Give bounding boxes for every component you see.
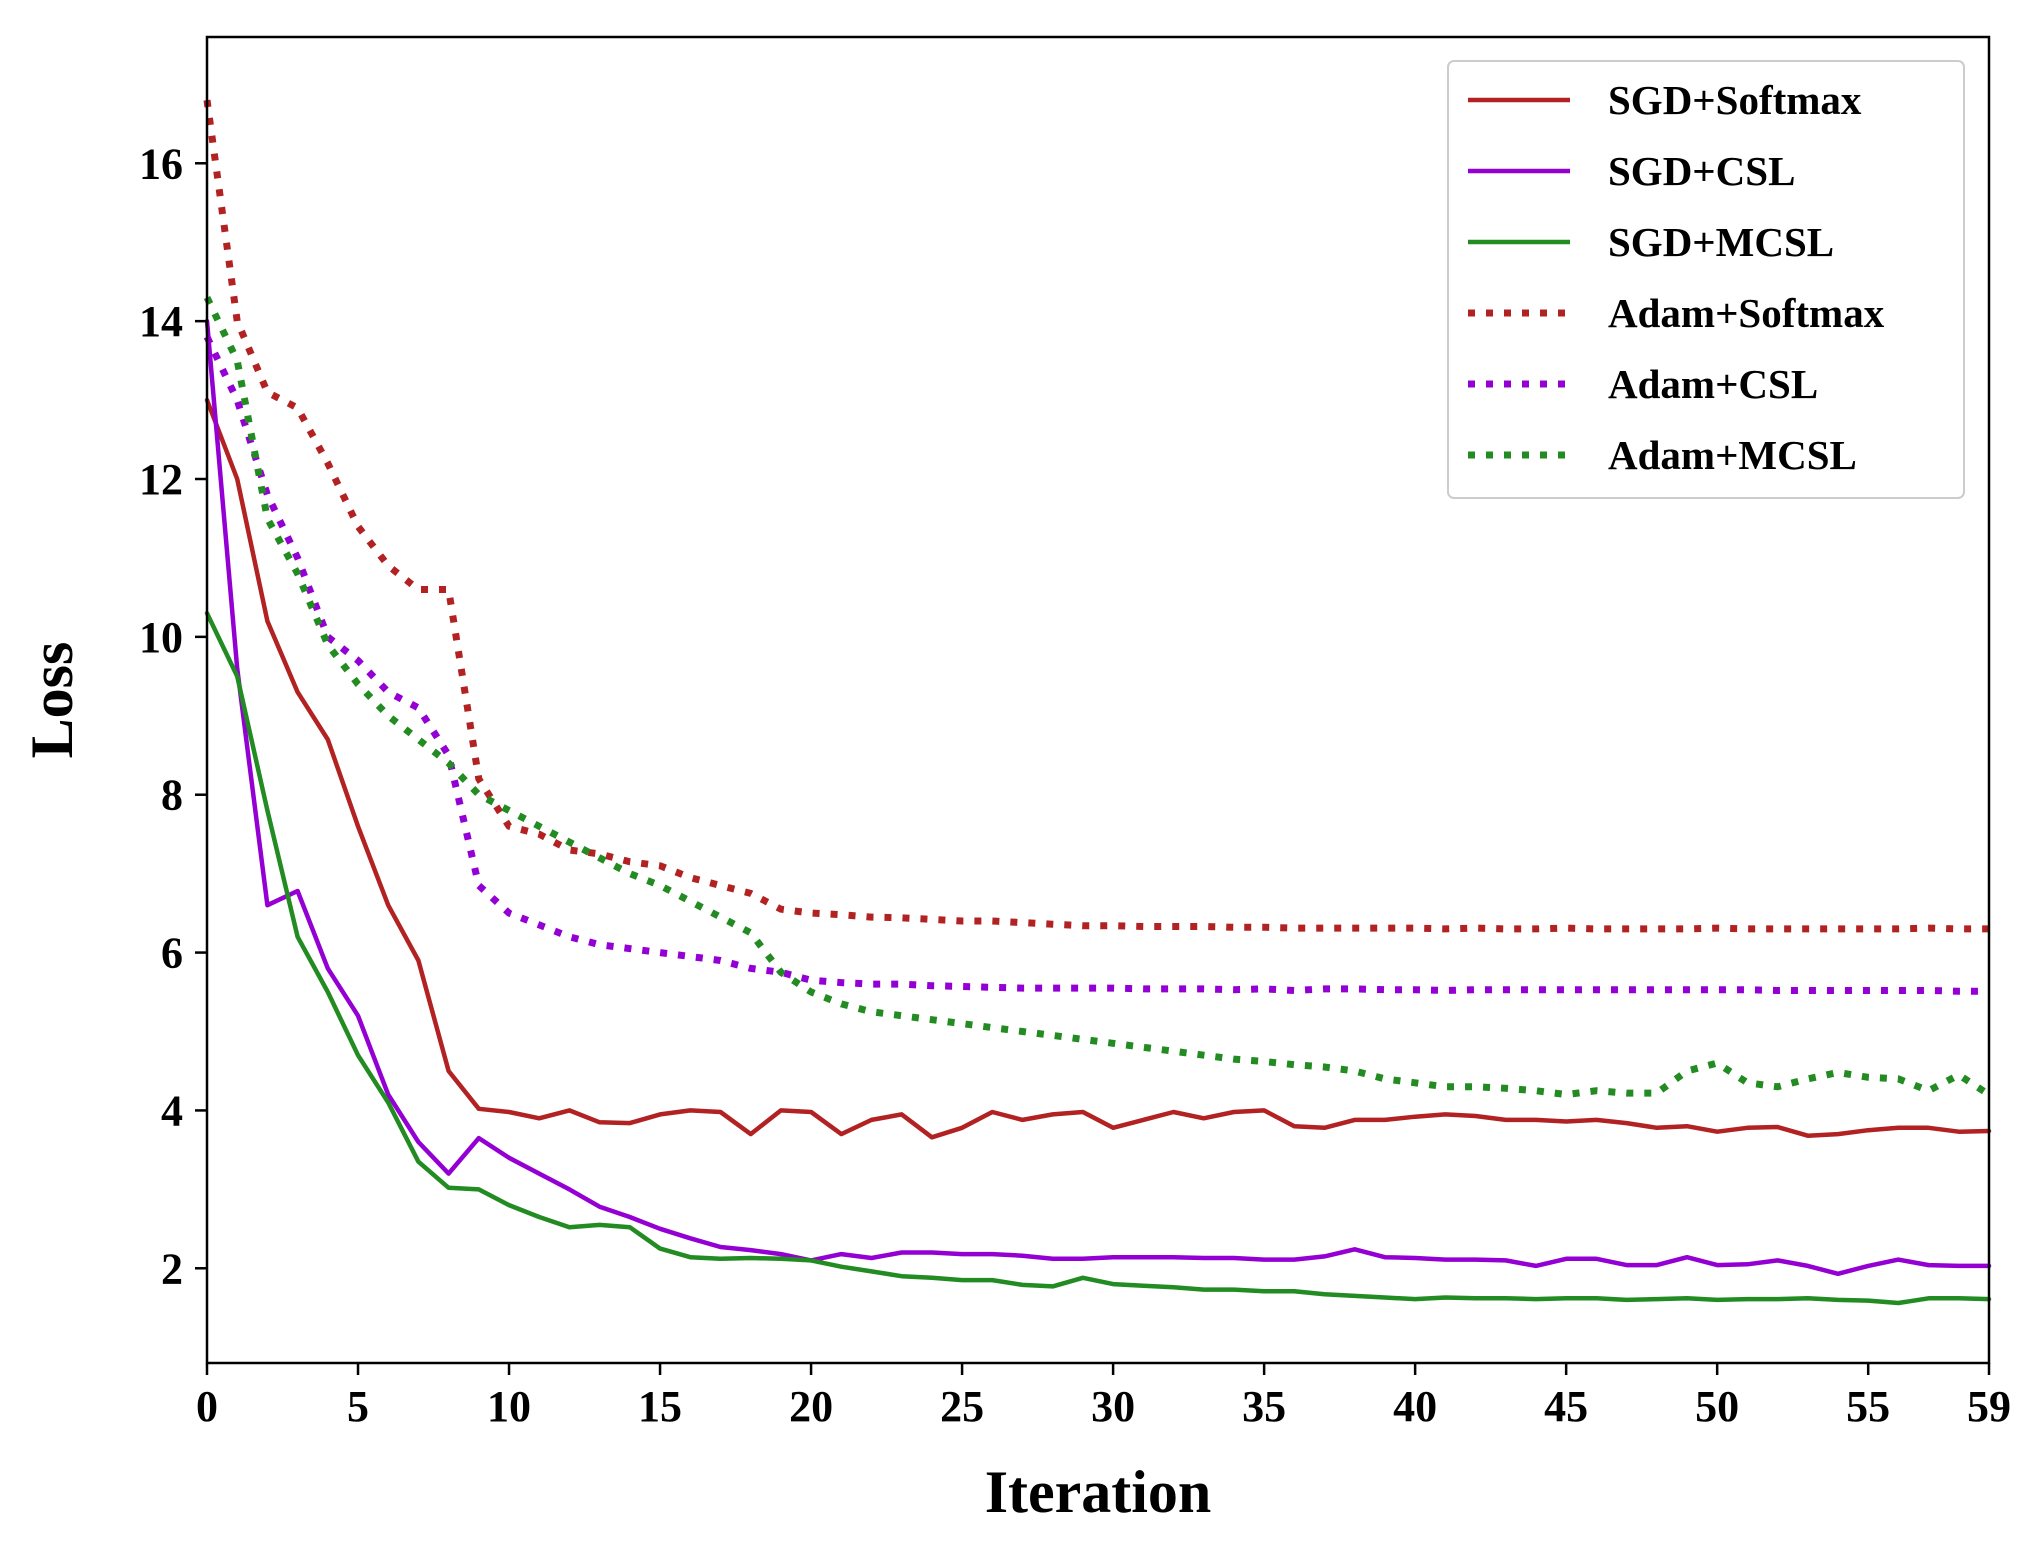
x-tick-label: 20 bbox=[789, 1382, 833, 1431]
series-line-adam-mcsl bbox=[203, 295, 1991, 1099]
x-tick-label: 40 bbox=[1393, 1382, 1437, 1431]
legend-label-adam-mcsl: Adam+MCSL bbox=[1608, 432, 1857, 478]
x-tick-label: 59 bbox=[1967, 1382, 2011, 1431]
y-tick-label: 4 bbox=[161, 1086, 183, 1135]
y-tick-label: 8 bbox=[161, 771, 183, 820]
series-line-sgd-softmax bbox=[204, 397, 1992, 1140]
legend-label-adam-softmax: Adam+Softmax bbox=[1608, 290, 1885, 336]
x-tick-label: 50 bbox=[1695, 1382, 1739, 1431]
x-tick-label: 15 bbox=[638, 1382, 682, 1431]
x-axis: 0 5 10 15 20 25 30 35 40 45 50 55 59 bbox=[196, 1363, 2011, 1431]
legend-label-sgd-softmax: SGD+Softmax bbox=[1608, 77, 1862, 123]
y-axis-title: Loss bbox=[19, 642, 85, 759]
y-tick-label: 6 bbox=[161, 929, 183, 978]
y-tick-label: 16 bbox=[139, 139, 183, 188]
x-tick-label: 55 bbox=[1846, 1382, 1890, 1431]
y-axis: 2 4 6 8 10 12 14 16 bbox=[139, 139, 207, 1293]
legend-box bbox=[1447, 60, 1965, 499]
legend-label-sgd-mcsl: SGD+MCSL bbox=[1608, 219, 1834, 265]
x-tick-label: 30 bbox=[1091, 1382, 1135, 1431]
x-tick-label: 35 bbox=[1242, 1382, 1286, 1431]
legend-label-sgd-csl: SGD+CSL bbox=[1608, 148, 1795, 194]
y-tick-label: 10 bbox=[139, 613, 183, 662]
x-axis-title: Iteration bbox=[985, 1459, 1212, 1525]
series-layer bbox=[203, 99, 1992, 1306]
y-tick-label: 12 bbox=[139, 455, 183, 504]
legend-label-adam-csl: Adam+CSL bbox=[1608, 361, 1818, 407]
x-tick-label: 25 bbox=[940, 1382, 984, 1431]
x-tick-label: 5 bbox=[347, 1382, 369, 1431]
plot-frame bbox=[205, 35, 1991, 1365]
series-line-sgd-csl bbox=[204, 318, 1992, 1277]
y-tick-label: 2 bbox=[161, 1244, 183, 1293]
x-tick-label: 0 bbox=[196, 1382, 218, 1431]
y-tick-label: 14 bbox=[139, 297, 183, 346]
series-line-sgd-mcsl bbox=[204, 610, 1992, 1306]
x-tick-label: 10 bbox=[487, 1382, 531, 1431]
legend: SGD+Softmax SGD+CSL SGD+MCSL Adam+Softmax Ad… bbox=[1447, 60, 1965, 499]
x-tick-label: 45 bbox=[1544, 1382, 1588, 1431]
